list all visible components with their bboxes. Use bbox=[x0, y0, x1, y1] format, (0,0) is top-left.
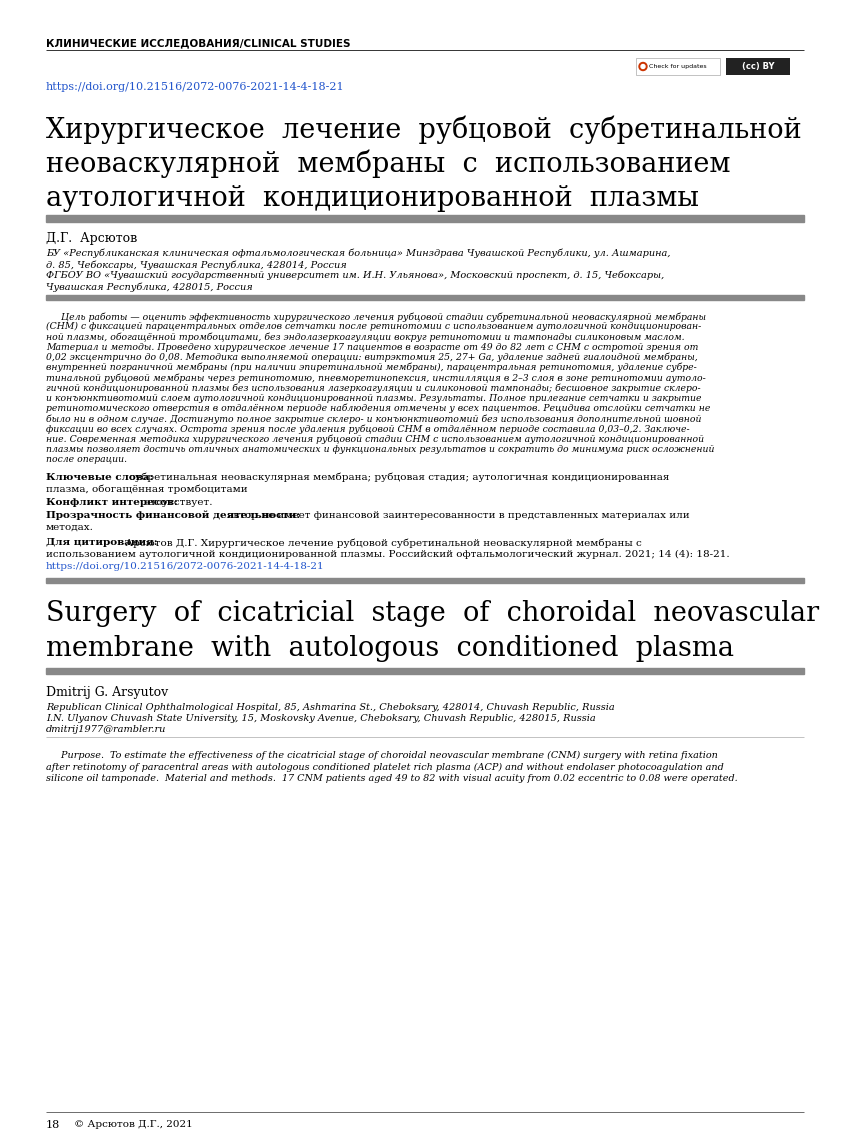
Text: https://doi.org/10.21516/2072-0076-2021-14-4-18-21: https://doi.org/10.21516/2072-0076-2021-… bbox=[46, 562, 325, 571]
Text: 18: 18 bbox=[46, 1121, 60, 1130]
Text: отсутствует.: отсутствует. bbox=[141, 499, 212, 506]
Text: silicone oil tamponade.  Material and methods.  17 CNM patients aged 49 to 82 wi: silicone oil tamponade. Material and met… bbox=[46, 774, 738, 783]
Text: (cc) BY: (cc) BY bbox=[742, 62, 774, 71]
Text: тинальной рубцовой мембраны через ретинотомию, пневморетинопексия, инстилляция в: тинальной рубцовой мембраны через ретино… bbox=[46, 373, 705, 383]
Text: after retinotomy of paracentral areas with autologous conditioned platelet rich : after retinotomy of paracentral areas wi… bbox=[46, 763, 723, 772]
Text: I.N. Ulyanov Chuvash State University, 15, Moskovsky Avenue, Cheboksary, Chuvash: I.N. Ulyanov Chuvash State University, 1… bbox=[46, 714, 596, 723]
Text: Д.Г.  Арсютов: Д.Г. Арсютов bbox=[46, 232, 137, 245]
FancyBboxPatch shape bbox=[636, 58, 720, 75]
Text: гичной кондиционированной плазмы без использования лазеркоагуляции и силиконовой: гичной кондиционированной плазмы без исп… bbox=[46, 383, 700, 393]
Text: ретинотомического отверстия в отдалённом периоде наблюдения отмечены у всех паци: ретинотомического отверстия в отдалённом… bbox=[46, 403, 711, 414]
Text: ФГБОУ ВО «Чувашский государственный университет им. И.Н. Ульянова», Московский п: ФГБОУ ВО «Чувашский государственный унив… bbox=[46, 271, 664, 281]
Text: Surgery  of  cicatricial  stage  of  choroidal  neovascular: Surgery of cicatricial stage of choroida… bbox=[46, 600, 819, 627]
Text: Чувашская Республика, 428015, Россия: Чувашская Республика, 428015, Россия bbox=[46, 282, 252, 291]
Text: автор не имеет финансовой заинтересованности в представленных материалах или: автор не имеет финансовой заинтересованн… bbox=[224, 511, 689, 520]
Text: методах.: методах. bbox=[46, 523, 94, 533]
Text: и конъюнктивотомий слоем аутологичной кондиционированной плазмы. Результаты. Пол: и конъюнктивотомий слоем аутологичной ко… bbox=[46, 393, 701, 402]
Text: (СНМ) с фиксацией парацентральных отделов сетчатки после ретинотомии с использов: (СНМ) с фиксацией парацентральных отдело… bbox=[46, 322, 701, 331]
Text: Конфликт интересов:: Конфликт интересов: bbox=[46, 499, 178, 506]
Text: неоваскулярной  мембраны  с  использованием: неоваскулярной мембраны с использованием bbox=[46, 150, 730, 179]
Text: Purpose.  To estimate the effectiveness of the cicatricial stage of choroidal ne: Purpose. To estimate the effectiveness o… bbox=[46, 751, 718, 760]
Text: субретинальная неоваскулярная мембрана; рубцовая стадия; аутологичная кондициони: субретинальная неоваскулярная мембрана; … bbox=[126, 472, 670, 483]
Text: https://doi.org/10.21516/2072-0076-2021-14-4-18-21: https://doi.org/10.21516/2072-0076-2021-… bbox=[46, 82, 344, 92]
Text: membrane  with  autologous  conditioned  plasma: membrane with autologous conditioned pla… bbox=[46, 634, 734, 662]
Text: фиксации во всех случаях. Острота зрения после удаления рубцовой СНМ в отдалённо: фиксации во всех случаях. Острота зрения… bbox=[46, 424, 689, 434]
Bar bbox=[46, 215, 804, 222]
Text: Check for updates: Check for updates bbox=[649, 63, 706, 69]
Text: после операции.: после операции. bbox=[46, 454, 128, 463]
Text: Прозрачность финансовой деятельности:: Прозрачность финансовой деятельности: bbox=[46, 511, 300, 520]
Text: ние. Современная методика хирургического лечения рубцовой стадии СНМ с использов: ние. Современная методика хирургического… bbox=[46, 434, 704, 444]
Bar bbox=[46, 668, 804, 674]
Text: использованием аутологичной кондиционированной плазмы. Российский офтальмологиче: использованием аутологичной кондициониро… bbox=[46, 550, 729, 559]
Text: Для цитирования:: Для цитирования: bbox=[46, 538, 157, 547]
Text: д. 85, Чебоксары, Чувашская Республика, 428014, Россия: д. 85, Чебоксары, Чувашская Республика, … bbox=[46, 259, 347, 270]
Text: ной плазмы, обогащённой тромбоцитами, без эндолазеркоагуляции вокруг ретинотомии: ной плазмы, обогащённой тромбоцитами, бе… bbox=[46, 332, 684, 342]
Text: Republican Clinical Ophthalmological Hospital, 85, Ashmarina St., Cheboksary, 42: Republican Clinical Ophthalmological Hos… bbox=[46, 702, 615, 712]
Text: Материал и методы. Проведено хирургическое лечение 17 пациентов в возрасте от 49: Материал и методы. Проведено хирургическ… bbox=[46, 342, 699, 351]
Text: плазмы позволяет достичь отличных анатомических и функциональных результатов и с: плазмы позволяет достичь отличных анатом… bbox=[46, 444, 715, 453]
Text: © Арсютов Д.Г., 2021: © Арсютов Д.Г., 2021 bbox=[74, 1121, 193, 1128]
Circle shape bbox=[641, 65, 645, 68]
Text: плазма, обогащённая тромбоцитами: плазма, обогащённая тромбоцитами bbox=[46, 485, 247, 494]
Text: 0,02 эксцентрично до 0,08. Методика выполняемой операции: витрэктомия 25, 27+ Ga: 0,02 эксцентрично до 0,08. Методика выпо… bbox=[46, 352, 698, 363]
Text: Арсютов Д.Г. Хирургическое лечение рубцовой субретинальной неоваскулярной мембра: Арсютов Д.Г. Хирургическое лечение рубцо… bbox=[122, 538, 642, 547]
Text: Цель работы — оценить эффективность хирургического лечения рубцовой стадии субре: Цель работы — оценить эффективность хиру… bbox=[46, 312, 706, 322]
Text: КЛИНИЧЕСКИЕ ИССЛЕДОВАНИЯ/CLINICAL STUDIES: КЛИНИЧЕСКИЕ ИССЛЕДОВАНИЯ/CLINICAL STUDIE… bbox=[46, 39, 350, 48]
Circle shape bbox=[639, 62, 647, 70]
Text: dmitrij1977@rambler.ru: dmitrij1977@rambler.ru bbox=[46, 725, 167, 734]
FancyBboxPatch shape bbox=[726, 58, 790, 75]
Bar bbox=[46, 578, 804, 583]
Bar bbox=[46, 295, 804, 300]
Text: Хирургическое  лечение  рубцовой  субретинальной: Хирургическое лечение рубцовой субретина… bbox=[46, 116, 802, 144]
Text: внутренней пограничной мембраны (при наличии эпиретинальной мембраны), парацентр: внутренней пограничной мембраны (при нал… bbox=[46, 363, 697, 373]
Text: аутологичной  кондиционированной  плазмы: аутологичной кондиционированной плазмы bbox=[46, 185, 699, 212]
Text: БУ «Республиканская клиническая офтальмологическая больница» Минздрава Чувашской: БУ «Республиканская клиническая офтальмо… bbox=[46, 249, 671, 258]
Text: Dmitrij G. Arsyutov: Dmitrij G. Arsyutov bbox=[46, 685, 168, 699]
Text: Ключевые слова:: Ключевые слова: bbox=[46, 472, 153, 482]
Text: было ни в одном случае. Достигнуто полное закрытие склеро- и конъюнктивотомий бе: было ни в одном случае. Достигнуто полно… bbox=[46, 414, 701, 424]
